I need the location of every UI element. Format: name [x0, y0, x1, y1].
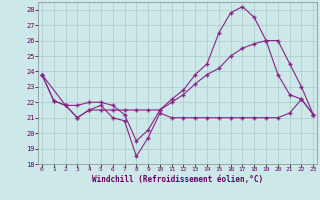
X-axis label: Windchill (Refroidissement éolien,°C): Windchill (Refroidissement éolien,°C) — [92, 175, 263, 184]
